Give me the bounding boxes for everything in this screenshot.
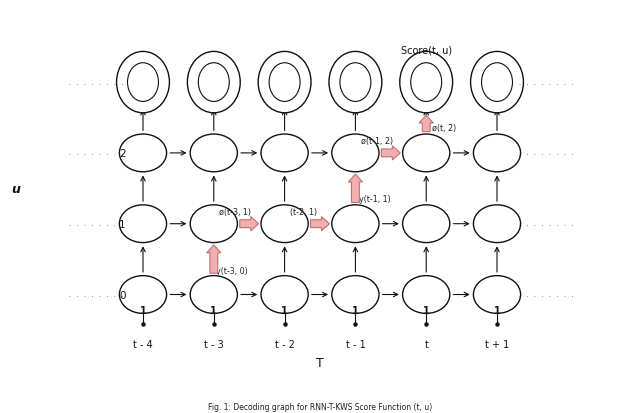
FancyArrow shape <box>240 217 259 231</box>
Ellipse shape <box>261 276 308 313</box>
Ellipse shape <box>332 135 379 172</box>
Ellipse shape <box>474 135 520 172</box>
Ellipse shape <box>269 64 300 102</box>
Ellipse shape <box>116 52 170 114</box>
Text: T: T <box>316 356 324 369</box>
Text: y(t-1, 1): y(t-1, 1) <box>358 195 390 204</box>
FancyArrow shape <box>381 147 400 161</box>
Text: 2: 2 <box>119 149 125 159</box>
Text: . . . . . . . .: . . . . . . . . <box>518 222 575 227</box>
Text: 1: 1 <box>352 305 359 315</box>
Text: 1: 1 <box>119 219 125 229</box>
Ellipse shape <box>190 205 237 243</box>
Ellipse shape <box>411 64 442 102</box>
Text: 1: 1 <box>140 305 147 315</box>
Ellipse shape <box>190 276 237 313</box>
Text: t - 1: t - 1 <box>346 339 365 349</box>
Ellipse shape <box>329 52 382 114</box>
Ellipse shape <box>481 64 513 102</box>
Ellipse shape <box>340 64 371 102</box>
Text: t + 1: t + 1 <box>485 339 509 349</box>
Ellipse shape <box>403 205 450 243</box>
Ellipse shape <box>474 205 520 243</box>
Text: Fig. 1: Decoding graph for RNN-T-KWS Score Function (t, u): Fig. 1: Decoding graph for RNN-T-KWS Sco… <box>208 402 432 411</box>
Ellipse shape <box>470 52 524 114</box>
Ellipse shape <box>188 52 240 114</box>
Text: 1: 1 <box>423 305 429 315</box>
Text: t - 4: t - 4 <box>133 339 153 349</box>
FancyArrow shape <box>419 116 433 132</box>
Text: Score(t, u): Score(t, u) <box>401 45 452 55</box>
Text: . . . . . . . .: . . . . . . . . <box>68 81 124 85</box>
FancyArrow shape <box>207 245 221 273</box>
Ellipse shape <box>261 205 308 243</box>
Ellipse shape <box>120 205 166 243</box>
Ellipse shape <box>120 276 166 313</box>
Ellipse shape <box>198 64 229 102</box>
FancyArrow shape <box>348 175 362 203</box>
Ellipse shape <box>120 135 166 172</box>
Text: t: t <box>424 339 428 349</box>
Ellipse shape <box>474 276 520 313</box>
Text: ø(t-3, 1): ø(t-3, 1) <box>220 207 252 216</box>
Text: . . . . . . . .: . . . . . . . . <box>68 151 124 156</box>
Ellipse shape <box>403 276 450 313</box>
Text: . . . . . . . .: . . . . . . . . <box>518 81 575 85</box>
Text: ø(t, 2): ø(t, 2) <box>432 124 456 133</box>
Text: t - 3: t - 3 <box>204 339 223 349</box>
Text: 1: 1 <box>211 305 217 315</box>
FancyArrow shape <box>310 217 330 231</box>
Text: 0: 0 <box>119 290 125 300</box>
Ellipse shape <box>332 205 379 243</box>
Text: ø(t-1, 2): ø(t-1, 2) <box>361 137 393 146</box>
Text: u: u <box>11 183 20 195</box>
Ellipse shape <box>332 276 379 313</box>
Ellipse shape <box>127 64 159 102</box>
Text: . . . . . . . .: . . . . . . . . <box>68 222 124 227</box>
Text: (t-2, 1): (t-2, 1) <box>290 207 317 216</box>
Text: t - 2: t - 2 <box>275 339 294 349</box>
Text: . . . . . . . .: . . . . . . . . <box>518 151 575 156</box>
Ellipse shape <box>403 135 450 172</box>
Text: . . . . . . . .: . . . . . . . . <box>68 292 124 297</box>
Ellipse shape <box>258 52 311 114</box>
Text: y(t‑3, 0): y(t‑3, 0) <box>216 266 248 275</box>
Text: 1: 1 <box>493 305 500 315</box>
Ellipse shape <box>190 135 237 172</box>
Text: 1: 1 <box>281 305 288 315</box>
Text: . . . . . . . .: . . . . . . . . <box>518 292 575 297</box>
Ellipse shape <box>261 135 308 172</box>
Ellipse shape <box>400 52 452 114</box>
